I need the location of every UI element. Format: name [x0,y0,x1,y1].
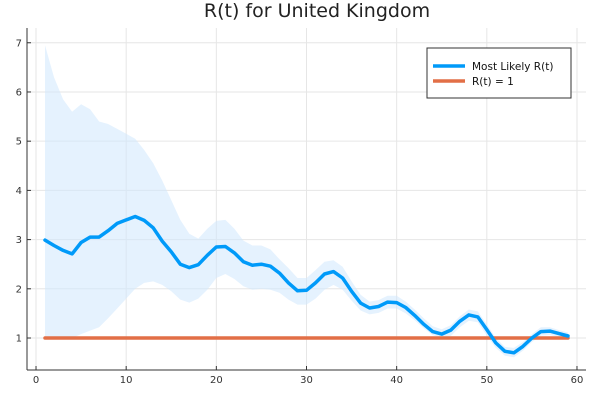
series-lines [43,214,570,355]
uncertainty-band [45,45,568,358]
x-tick-label: 60 [571,375,584,386]
y-tick-label: 6 [16,87,22,98]
y-tick-label: 1 [16,334,22,345]
x-tick-label: 0 [33,375,39,386]
x-tick-label: 10 [120,375,133,386]
y-tick-label: 5 [16,137,22,148]
chart-title: R(t) for United Kingdom [204,0,430,22]
x-tick-label: 20 [210,375,223,386]
confidence-band [45,45,568,358]
axes: 0 10 20 30 40 50 60 1 2 3 4 5 6 7 [16,28,586,386]
y-tick-label: 3 [16,235,22,246]
series-line-most-likely [43,214,570,355]
x-tick-label: 30 [300,375,313,386]
y-tick-label: 7 [16,38,22,49]
y-tick-label: 4 [16,186,22,197]
x-tick-label: 40 [390,375,403,386]
legend: Most Likely R(t) R(t) = 1 [426,47,572,99]
x-tick-label: 50 [480,375,493,386]
y-tick-label: 2 [16,284,22,295]
legend-label-r-equals-1: R(t) = 1 [472,76,514,88]
legend-label-most-likely: Most Likely R(t) [472,61,553,73]
legend-box [426,47,572,99]
